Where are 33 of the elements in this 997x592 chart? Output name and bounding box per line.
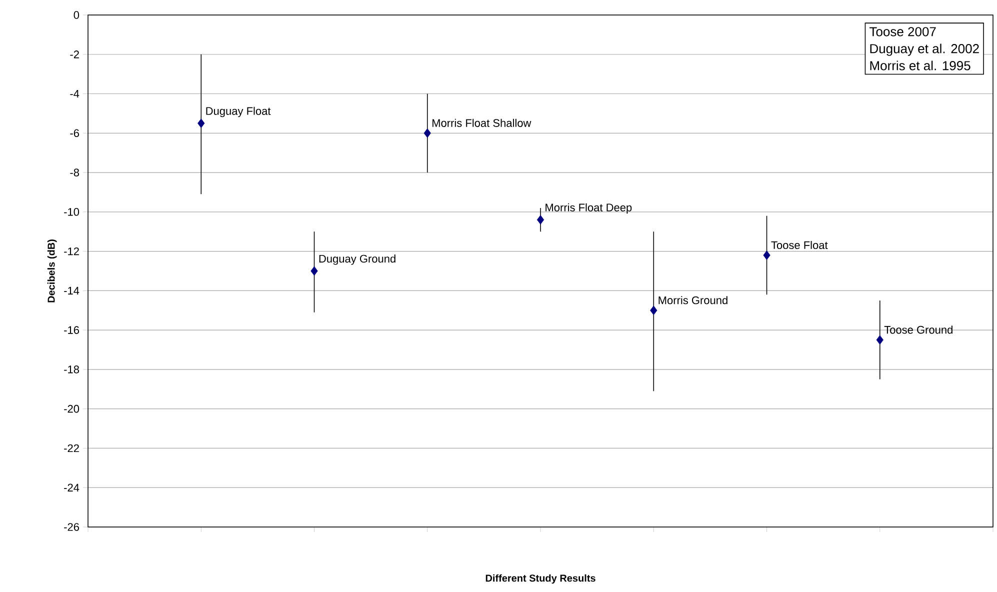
y-tick-label: -20 [64,404,80,413]
y-axis-title: Decibels (dB) [47,240,57,302]
data-label: Toose Ground [884,326,952,334]
y-tick-label: -4 [70,90,80,98]
y-tick-label: -16 [64,326,80,334]
annotation: Toose 2007 [870,27,936,36]
annotation: Morris et al. 1995 [870,60,970,70]
y-tick-label: 0 [74,11,80,19]
x-axis-title: Different Study Results [486,574,596,584]
point [198,118,205,128]
point [536,215,544,224]
data-label: Morris Float Deep [546,203,632,214]
point [650,306,658,316]
y-tick-label: -22 [64,444,79,452]
y-tick-label: -6 [70,129,80,138]
y-tick-label: -14 [64,286,80,294]
y-tick-label: -24 [64,484,80,492]
point [310,266,318,276]
data-label: Morris Ground [658,296,728,304]
point [763,250,770,260]
y-tick-label: -18 [64,366,80,374]
point [876,335,884,345]
point [424,128,431,138]
y-tick-label: -26 [64,523,80,531]
data-label: Toose Float [771,240,828,250]
annotation: Duguay et al. 2002 [870,44,979,56]
y-tick-label: -8 [70,168,80,176]
y-tick-label: -12 [64,247,79,256]
data-label: Duguay Float [206,106,271,118]
data-label: Morris Float Shallow [432,118,532,127]
y-tick-label: -2 [70,50,79,58]
y-tick-label: -10 [64,208,80,216]
data-label: Duguay Ground [319,254,396,265]
